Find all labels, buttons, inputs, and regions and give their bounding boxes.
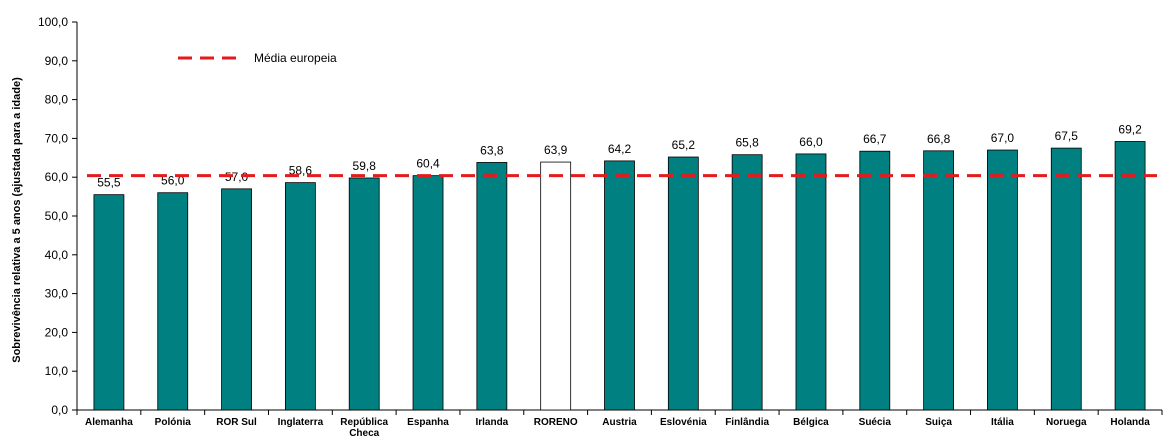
- bar: [923, 150, 955, 411]
- data-label: 65,8: [735, 136, 759, 150]
- data-label: 66,0: [799, 135, 823, 149]
- x-tick-label: Suiça: [925, 417, 952, 428]
- x-tick-label: Eslovénia: [660, 417, 707, 428]
- y-tick-label: 40,0: [45, 248, 69, 262]
- x-tick-label: República Checa: [340, 417, 388, 439]
- x-tick-label: Austria: [602, 417, 637, 428]
- x-tick-label: Inglaterra: [278, 417, 324, 428]
- data-label: 67,5: [1055, 129, 1079, 143]
- x-tick-label: Bélgica: [793, 417, 829, 428]
- data-label: 63,8: [480, 143, 504, 157]
- bars: 55,5 56,0 57,0 58,6 59,8 60,4 63,8 63,9 64,2 65,2…: [93, 123, 1146, 411]
- data-label: 57,0: [225, 170, 249, 184]
- data-label: 60,4: [416, 157, 440, 171]
- x-tick-label: Polónia: [155, 417, 192, 428]
- data-label: 66,8: [927, 132, 951, 146]
- bar: [221, 188, 252, 411]
- y-tick-label: 70,0: [45, 131, 69, 145]
- x-tick-label: Holanda: [1110, 417, 1150, 428]
- y-tick-label: 90,0: [45, 54, 69, 68]
- legend: Média europeia: [178, 51, 337, 65]
- x-tick-label: Alemanha: [85, 417, 133, 428]
- bar: [1114, 141, 1146, 411]
- y-tick-label: 30,0: [45, 287, 69, 301]
- bar: [667, 156, 699, 411]
- data-label: 56,0: [161, 174, 185, 188]
- x-tick-label: ROR Sul: [216, 417, 257, 428]
- bar: [157, 192, 189, 411]
- x-tick-label: Suécia: [859, 417, 892, 428]
- data-label: 58,6: [289, 164, 313, 178]
- x-tick-label: RORENO: [534, 417, 578, 428]
- bar: [476, 162, 508, 411]
- data-label: 63,9: [544, 143, 568, 157]
- x-tick-label: Espanha: [407, 417, 449, 428]
- bar: [859, 150, 891, 411]
- x-tick-label: Itália: [991, 417, 1014, 428]
- bar: [348, 177, 380, 411]
- data-label: 65,2: [672, 138, 696, 152]
- bar: [540, 161, 572, 411]
- y-axis: 0,0 10,0 20,0 30,0 40,0 50,0 60,0 70,0 80,0 90,0 1…: [38, 15, 78, 417]
- y-tick-label: 10,0: [45, 364, 69, 378]
- x-tick-label: Noruega: [1046, 417, 1087, 428]
- data-label: 59,8: [353, 159, 377, 173]
- y-tick-label: 20,0: [45, 325, 69, 339]
- y-tick-label: 50,0: [45, 209, 69, 223]
- bar: [731, 154, 763, 411]
- y-tick-label: 100,0: [38, 15, 68, 29]
- data-label: 66,7: [863, 132, 887, 146]
- data-label: 55,5: [97, 176, 121, 190]
- data-label: 64,2: [608, 142, 632, 156]
- y-tick-label: 60,0: [45, 170, 69, 184]
- y-axis-title: Sobrevivência relativa a 5 anos (ajustad…: [11, 77, 23, 363]
- bar: [795, 153, 827, 411]
- legend-label: Média europeia: [254, 51, 337, 65]
- x-tick-label: Irlanda: [475, 417, 508, 428]
- bar: [604, 160, 635, 411]
- bar: [284, 182, 316, 411]
- bar: [412, 175, 444, 411]
- bar: [1050, 147, 1082, 411]
- data-label: 67,0: [991, 131, 1015, 145]
- x-tick-label: Finlândia: [725, 417, 769, 428]
- bar: [93, 194, 125, 411]
- y-tick-label: 0,0: [51, 403, 68, 417]
- data-label: 69,2: [1118, 123, 1142, 137]
- x-axis: Alemanha Polónia ROR Sul Inglaterra Repúblic…: [76, 409, 1163, 439]
- bar: [987, 149, 1018, 411]
- y-tick-label: 80,0: [45, 93, 69, 107]
